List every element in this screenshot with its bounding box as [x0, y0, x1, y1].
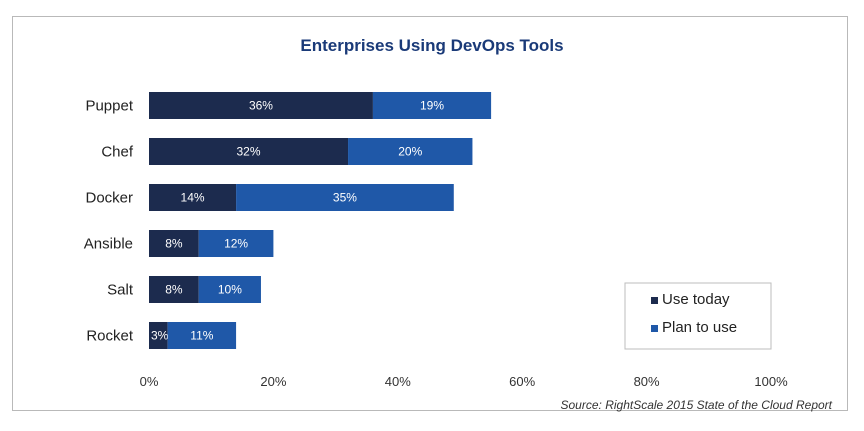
source-note: Source: RightScale 2015 State of the Clo… — [561, 398, 833, 412]
data-label-docker-use-today: 14% — [181, 191, 205, 205]
bar-chef-use-today — [149, 138, 349, 165]
category-label-ansible: Ansible — [84, 236, 133, 253]
x-tick-40: 40% — [385, 374, 411, 389]
x-tick-20: 20% — [260, 374, 286, 389]
bars-group: 36% 19% 32% 20% 14% 35% 8% 12% 8% 10% 3% 11% — [149, 92, 492, 349]
bar-chef-plan-to-use — [348, 138, 473, 165]
data-label-chef-plan-to-use: 20% — [398, 145, 422, 159]
data-label-ansible-use-today: 8% — [165, 237, 183, 251]
bar-puppet-plan-to-use — [372, 92, 492, 119]
data-label-rocket-plan-to-use: 11% — [190, 329, 213, 343]
data-label-chef-use-today: 32% — [237, 145, 261, 159]
bar-rocket-use-today — [149, 322, 168, 349]
category-label-docker: Docker — [85, 190, 133, 207]
data-label-salt-use-today: 8% — [165, 283, 183, 297]
legend-label-use-today: Use today — [662, 291, 730, 308]
data-label-docker-plan-to-use: 35% — [333, 191, 357, 205]
data-label-rocket-use-today: 3% — [151, 329, 169, 343]
x-tick-60: 60% — [509, 374, 535, 389]
x-tick-80: 80% — [634, 374, 660, 389]
legend-label-plan-to-use: Plan to use — [662, 319, 737, 336]
x-tick-100: 100% — [754, 374, 788, 389]
bar-puppet-use-today — [149, 92, 373, 119]
data-label-puppet-use-today: 36% — [249, 99, 273, 113]
bar-ansible-use-today — [149, 230, 199, 257]
x-tick-0: 0% — [140, 374, 159, 389]
chart-title: Enterprises Using DevOps Tools — [300, 36, 563, 55]
bar-ansible-plan-to-use — [198, 230, 274, 257]
legend: Use today Plan to use — [624, 282, 772, 350]
category-label-salt: Salt — [107, 282, 134, 299]
bar-rocket-plan-to-use — [167, 322, 237, 349]
bar-salt-use-today — [149, 276, 199, 303]
category-labels: Puppet Chef Docker Ansible Salt Rocket — [84, 98, 134, 345]
x-axis-ticks: 0% 20% 40% 60% 80% 100% — [140, 374, 788, 389]
legend-swatch-use-today — [651, 297, 658, 304]
bar-salt-plan-to-use — [198, 276, 261, 303]
data-label-ansible-plan-to-use: 12% — [224, 237, 248, 251]
category-label-puppet: Puppet — [85, 98, 133, 115]
bar-docker-use-today — [149, 184, 237, 211]
legend-box — [624, 282, 772, 350]
category-label-rocket: Rocket — [86, 328, 134, 345]
data-label-salt-plan-to-use: 10% — [218, 283, 242, 297]
category-label-chef: Chef — [101, 144, 134, 161]
legend-swatch-plan-to-use — [651, 325, 658, 332]
data-label-puppet-plan-to-use: 19% — [420, 99, 444, 113]
bar-docker-plan-to-use — [236, 184, 454, 211]
